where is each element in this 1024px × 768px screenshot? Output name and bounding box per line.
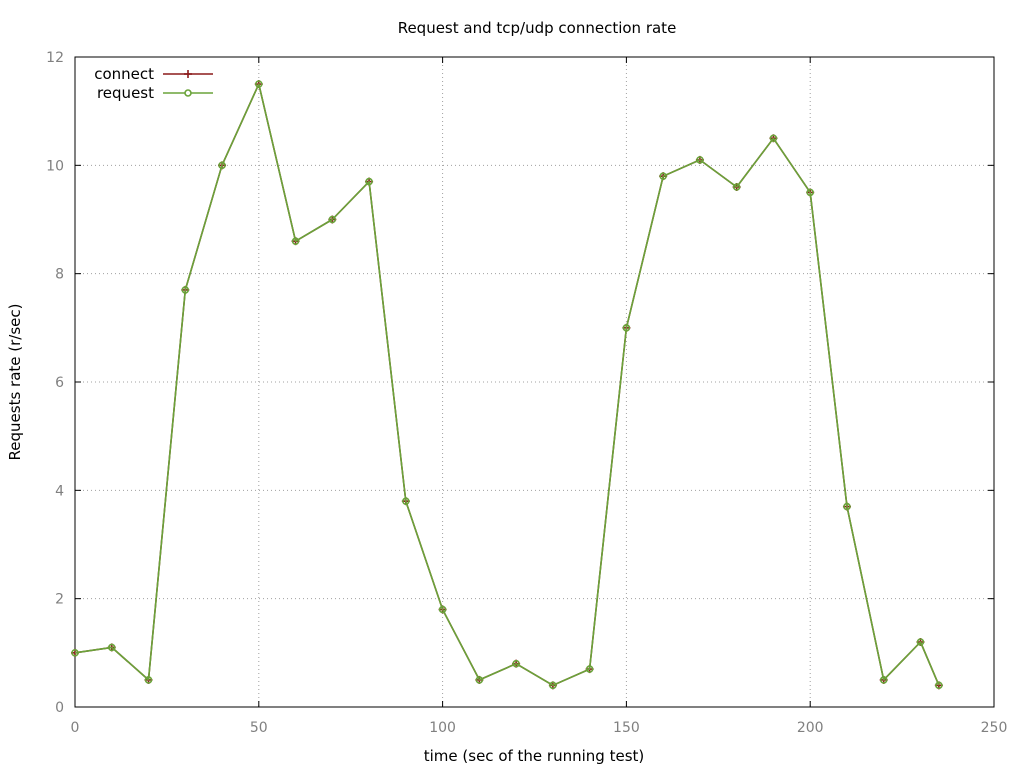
- data-point-request: [475, 676, 484, 684]
- y-tick-label: 12: [46, 50, 64, 66]
- series-request: [71, 80, 943, 690]
- y-axis-label: Requests rate (r/sec): [6, 304, 24, 461]
- legend-label-request: request: [97, 84, 154, 102]
- data-point-request: [71, 649, 79, 657]
- x-axis-label: time (sec of the running test): [424, 747, 645, 765]
- data-point-request: [769, 134, 778, 143]
- data-point-request: [291, 237, 300, 245]
- x-tick-label: 150: [613, 720, 640, 736]
- data-point-request: [254, 80, 263, 88]
- series-connect: [71, 80, 943, 690]
- data-point-request: [107, 643, 116, 652]
- data-point-request: [585, 665, 594, 673]
- data-point-request: [144, 676, 153, 684]
- y-tick-label: 6: [55, 375, 64, 391]
- y-tick-label: 10: [46, 158, 64, 174]
- data-point-request: [622, 324, 631, 332]
- data-point-request: [732, 183, 741, 191]
- data-point-request: [659, 172, 667, 180]
- data-point-request: [218, 161, 226, 170]
- data-point-request: [843, 502, 851, 511]
- data-point-request: [438, 605, 447, 614]
- y-tick-label: 0: [55, 700, 64, 716]
- chart-title: Request and tcp/udp connection rate: [398, 19, 677, 37]
- series-line-connect: [74, 83, 940, 687]
- data-point-request: [549, 681, 557, 690]
- data-point-request: [402, 497, 410, 505]
- data-point-request: [512, 659, 520, 668]
- data-point-request: [181, 286, 190, 294]
- data-point-request: [696, 156, 704, 164]
- data-point-request: [879, 676, 888, 684]
- data-point-request: [916, 638, 925, 646]
- legend-label-connect: connect: [94, 65, 154, 83]
- x-tick-label: 100: [429, 720, 456, 736]
- axis-ticks: 0 50 100 150 200 250 0 2 4 6 8 10 12: [46, 50, 1007, 736]
- y-tick-label: 4: [55, 483, 64, 499]
- x-tick-label: 250: [981, 720, 1008, 736]
- series-line-request: [74, 83, 940, 687]
- y-tick-label: 2: [55, 592, 64, 608]
- grid: [75, 57, 994, 707]
- x-tick-label: 0: [71, 720, 80, 736]
- x-tick-label: 50: [250, 720, 268, 736]
- series-group: [71, 80, 943, 690]
- x-tick-label: 200: [797, 720, 824, 736]
- data-point-request: [365, 177, 373, 186]
- data-point-request: [806, 188, 815, 197]
- legend-marker-connect: [184, 70, 192, 78]
- plot-frame: [74, 56, 995, 708]
- data-point-request: [328, 215, 337, 224]
- y-tick-label: 8: [55, 267, 64, 283]
- legend-marker-request: [184, 89, 192, 97]
- data-point-request: [935, 681, 943, 690]
